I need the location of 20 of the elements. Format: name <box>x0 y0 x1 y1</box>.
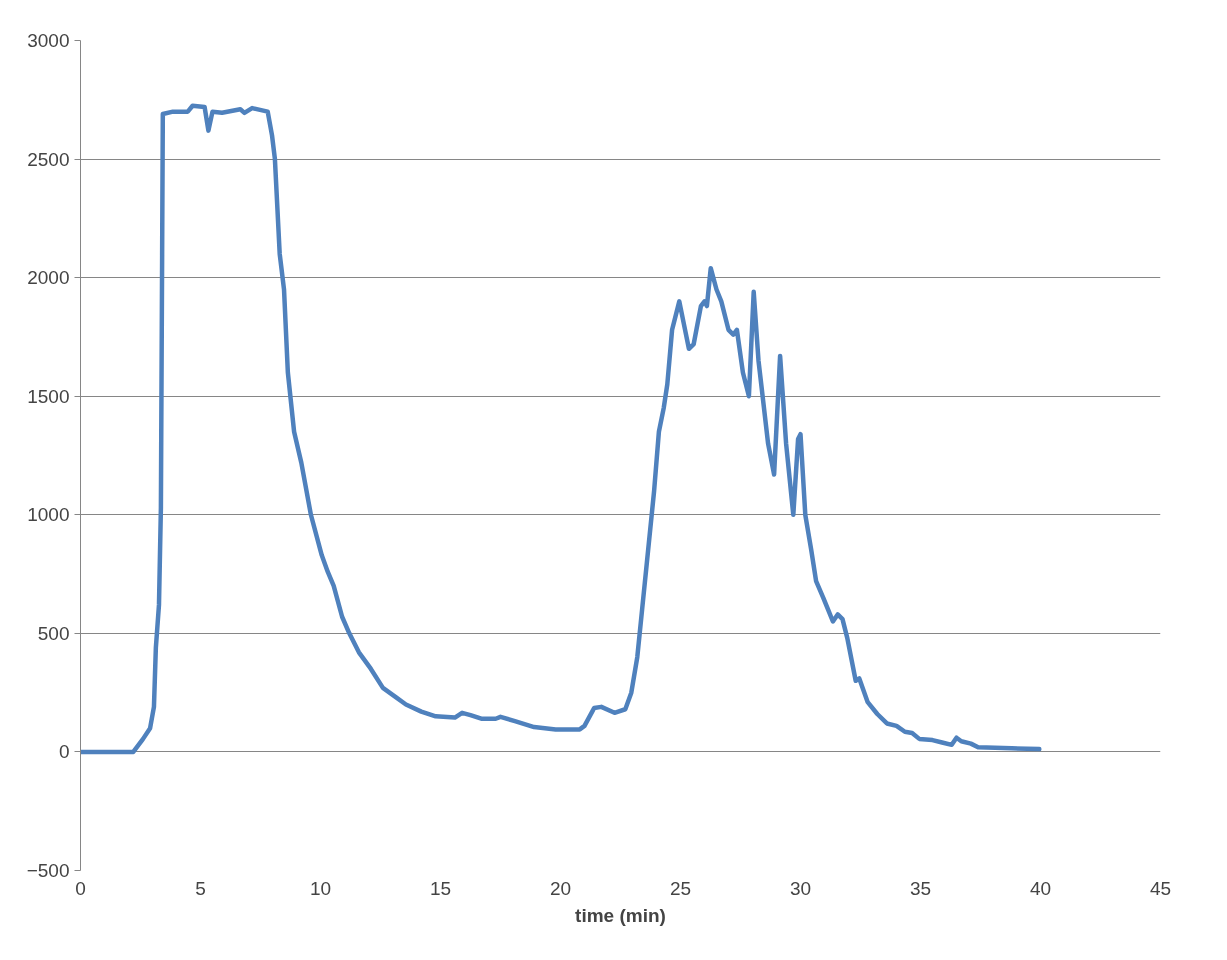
x-tick-label: 20 <box>549 877 572 899</box>
y-tick-label: 500 <box>37 622 70 644</box>
x-tick-label: 40 <box>1029 877 1052 899</box>
x-tick-label: 25 <box>669 877 692 899</box>
y-tick-label: 1000 <box>27 504 70 526</box>
y-tick-label: −500 <box>26 860 70 881</box>
x-tick-label: 5 <box>195 877 206 899</box>
x-tick-label: 30 <box>789 877 812 899</box>
y-tick-label: 1500 <box>27 385 70 407</box>
y-tick-label: 0 <box>58 741 70 763</box>
x-tick-label: 15 <box>429 877 452 899</box>
x-tick-label: 35 <box>909 877 932 899</box>
y-tick-label: 3000 <box>27 30 70 51</box>
line-series <box>80 103 1042 755</box>
x-tick-label: 45 <box>1149 877 1172 899</box>
y-tick-label: 2000 <box>27 267 70 289</box>
x-tick-label: 0 <box>75 877 86 899</box>
y-tick-label: 2500 <box>27 148 70 170</box>
x-axis-title: time (min) <box>575 904 666 926</box>
x-tick-label: 10 <box>309 877 332 899</box>
